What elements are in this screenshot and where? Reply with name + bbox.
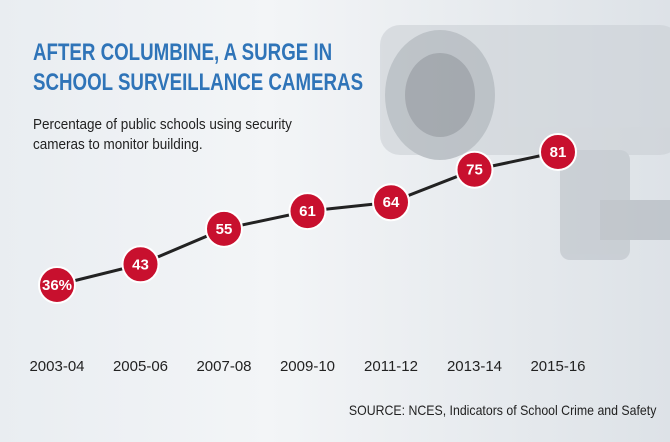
data-label: 64 — [383, 194, 400, 211]
x-tick-label: 2015-16 — [530, 358, 585, 375]
data-marker — [38, 266, 76, 304]
data-marker — [121, 245, 160, 284]
x-tick-label: 2013-14 — [447, 358, 502, 375]
chart-subtitle: Percentage of public schools using secur… — [33, 116, 292, 153]
x-tick-label: 2005-06 — [113, 358, 168, 375]
source-note: SOURCE: NCES, Indicators of School Crime… — [348, 402, 656, 418]
x-tick-label: 2007-08 — [196, 358, 251, 375]
x-tick-label: 2011-12 — [364, 358, 418, 375]
data-marker — [205, 209, 243, 248]
x-tick-label: 2003-04 — [29, 358, 84, 375]
data-label: 75 — [466, 162, 483, 179]
data-label: 55 — [216, 221, 233, 238]
plot: 36% 2003-04 43 2005-06 55 2007-08 61 2009-10 64 2… — [29, 133, 586, 375]
data-marker — [288, 192, 327, 231]
x-tick-label: 2009-10 — [280, 358, 335, 375]
data-marker — [455, 150, 494, 189]
chart-title: AFTER COLUMBINE, A SURGE IN SCHOOL SURVE… — [33, 39, 364, 96]
data-label: 61 — [299, 203, 316, 220]
camera-lens — [405, 53, 475, 137]
camera-illustration — [380, 25, 670, 260]
data-marker — [539, 133, 577, 171]
data-label: 43 — [132, 256, 149, 273]
data-label: 36% — [42, 277, 72, 294]
data-marker — [372, 183, 410, 222]
camera-bracket — [600, 200, 670, 240]
data-label: 81 — [550, 144, 567, 161]
